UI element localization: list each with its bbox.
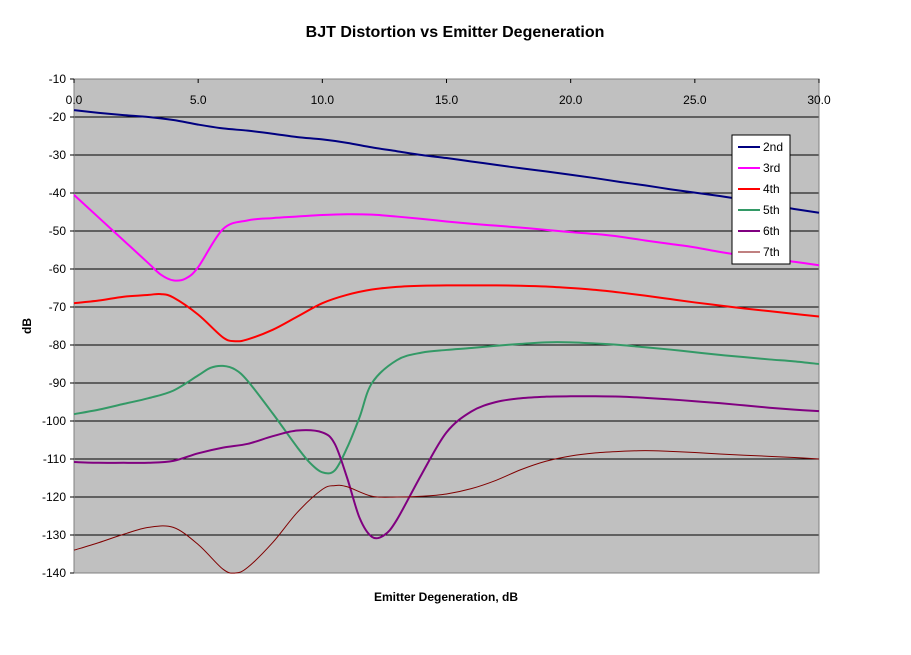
x-tick-label: 25.0 — [683, 93, 707, 107]
plot-area — [74, 79, 819, 573]
series-line-3rd — [73, 194, 820, 282]
y-tick-label: -100 — [42, 414, 66, 428]
series-line-2nd — [73, 109, 820, 214]
y-tick-label: -10 — [49, 72, 67, 86]
y-tick-label: -130 — [42, 528, 66, 542]
x-tick-label: 15.0 — [435, 93, 459, 107]
gridlines — [74, 116, 819, 536]
y-axis-ticks: -10 -20 -30 -40 -50 -60 -70 -80 -90 -100 -110 -120 -… — [42, 72, 74, 580]
x-tick-label: 20.0 — [559, 93, 583, 107]
legend-items: 2nd 3rd 4th 5th 6th 7th — [738, 140, 783, 259]
legend-label-4th: 4th — [763, 182, 780, 196]
y-tick-label: -50 — [49, 224, 67, 238]
y-axis-title: dB — [20, 318, 34, 334]
y-tick-label: -80 — [49, 338, 67, 352]
y-tick-label: -60 — [49, 262, 67, 276]
series-line-6th — [73, 395, 820, 540]
legend-label-3rd: 3rd — [763, 161, 780, 175]
legend-frame — [731, 134, 791, 265]
series-lines — [73, 109, 820, 574]
y-tick-label: -30 — [49, 148, 67, 162]
legend: 2nd 3rd 4th 5th 6th 7th — [731, 134, 791, 265]
x-axis-ticks: 0.0 5.0 10.0 15.0 20.0 25.0 30.0 — [66, 79, 831, 107]
series-line-5th — [73, 341, 820, 475]
legend-label-7th: 7th — [763, 245, 780, 259]
y-tick-label: -110 — [43, 452, 66, 466]
legend-label-6th: 6th — [763, 224, 780, 238]
x-axis-title: Emitter Degeneration, dB — [374, 590, 518, 604]
y-tick-label: -20 — [49, 110, 67, 124]
x-tick-label: 30.0 — [807, 93, 831, 107]
y-tick-label: -90 — [49, 376, 67, 390]
chart-title: BJT Distortion vs Emitter Degeneration — [306, 24, 605, 41]
series-line-4th — [73, 284, 820, 343]
x-tick-label: 10.0 — [311, 93, 335, 107]
y-tick-label: -40 — [49, 186, 67, 200]
legend-label-2nd: 2nd — [763, 140, 783, 154]
x-tick-label: 5.0 — [190, 93, 207, 107]
y-tick-label: -120 — [42, 490, 66, 504]
series-line-7th — [73, 450, 820, 574]
x-tick-label: 0.0 — [66, 93, 83, 107]
legend-label-5th: 5th — [763, 203, 780, 217]
y-tick-label: -70 — [49, 300, 67, 314]
y-tick-label: -140 — [42, 566, 66, 580]
